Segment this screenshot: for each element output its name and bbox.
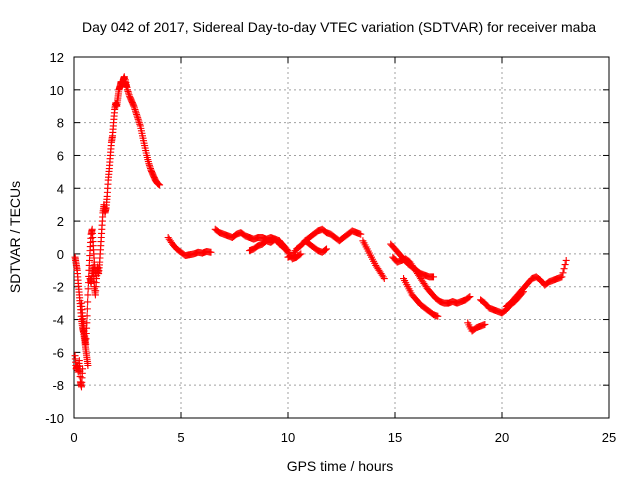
x-tick-label: 15	[388, 430, 402, 445]
x-tick-label: 0	[70, 430, 77, 445]
data-point	[83, 312, 91, 320]
y-tick-label: 8	[57, 116, 64, 131]
y-tick-label: -2	[52, 280, 64, 295]
x-tick-label: 20	[495, 430, 509, 445]
y-tick-label: 6	[57, 148, 64, 163]
data-point	[560, 265, 568, 273]
data-point	[481, 320, 489, 328]
series-arc-5	[121, 76, 164, 189]
data-point	[561, 261, 569, 269]
y-tick-label: 4	[57, 181, 64, 196]
series-arc-17	[502, 256, 570, 310]
data-point	[380, 275, 388, 283]
data-point	[559, 269, 567, 277]
x-axis-label: GPS time / hours	[287, 458, 394, 474]
data-point	[84, 298, 92, 306]
series-arc-9	[284, 225, 365, 261]
data-point	[430, 273, 438, 281]
series-arc-15	[464, 319, 489, 335]
y-tick-label: -8	[52, 378, 64, 393]
data-point	[84, 285, 92, 293]
data-point	[296, 251, 304, 259]
data-point	[84, 361, 92, 369]
y-tick-label: 0	[57, 247, 64, 262]
data-point	[357, 230, 365, 238]
data-point	[558, 273, 566, 281]
series-arc-10	[301, 237, 331, 256]
x-tick-label: 10	[281, 430, 295, 445]
y-tick-label: 2	[57, 214, 64, 229]
data-point	[465, 293, 473, 301]
y-tick-label: -6	[52, 345, 64, 360]
data-point	[83, 305, 91, 313]
data-point	[297, 250, 305, 258]
x-tick-label: 5	[177, 430, 184, 445]
y-tick-label: 10	[50, 83, 64, 98]
chart-title: Day 042 of 2017, Sidereal Day-to-day VTE…	[82, 19, 596, 35]
series-arc-4	[86, 73, 130, 299]
axis-ticks	[73, 56, 610, 419]
y-tick-label: -4	[52, 313, 64, 328]
series-arc-1	[71, 352, 87, 391]
series-arc-11	[359, 237, 388, 283]
data-point	[434, 312, 442, 320]
grid	[74, 57, 609, 418]
data-point	[379, 273, 387, 281]
data-point	[79, 365, 87, 373]
series-arc-14	[400, 275, 442, 320]
y-axis-tick-labels: -10 -8 -6 -4 -2 0 2 4 6 8 10 12	[45, 50, 64, 426]
y-tick-label: -10	[45, 411, 64, 426]
data-point	[323, 245, 331, 253]
series-arc-6	[164, 234, 215, 260]
series-arc-13	[389, 253, 474, 307]
data-point	[156, 181, 164, 189]
y-tick-label: 12	[50, 50, 64, 65]
y-axis-label: SDTVAR / TECUs	[7, 181, 23, 293]
x-axis-tick-labels: 0 5 10 15 20 25	[70, 430, 616, 445]
plot-frame	[73, 56, 610, 419]
data-point	[84, 291, 92, 299]
data-markers	[71, 73, 570, 391]
data-point	[466, 293, 474, 301]
data-point	[207, 248, 215, 256]
x-tick-label: 25	[602, 430, 616, 445]
data-point	[562, 256, 570, 264]
data-point	[83, 319, 91, 327]
data-point	[321, 246, 329, 254]
